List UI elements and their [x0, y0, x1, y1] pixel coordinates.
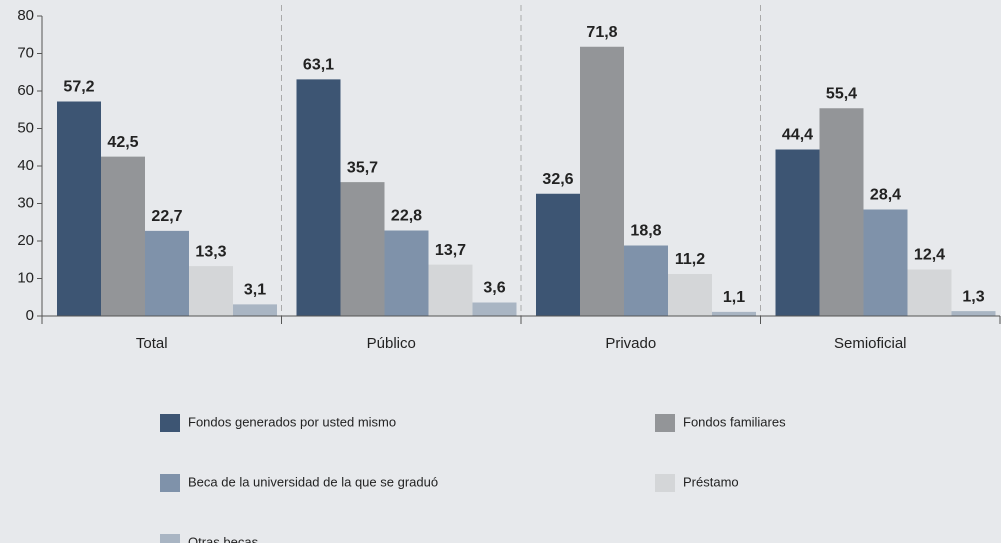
- value-label: 44,4: [782, 127, 813, 144]
- legend-label: Fondos generados por usted mismo: [188, 414, 396, 429]
- value-label: 18,8: [630, 223, 661, 240]
- x-tick-label: Total: [136, 335, 168, 352]
- y-tick-label: 10: [17, 269, 34, 286]
- bar: [472, 302, 517, 316]
- bar: [712, 311, 756, 316]
- y-tick-label: 30: [17, 194, 34, 211]
- bar: [907, 269, 952, 316]
- bar: [57, 101, 101, 316]
- value-label: 63,1: [303, 57, 334, 74]
- value-label: 28,4: [870, 187, 901, 204]
- bar: [775, 149, 820, 316]
- bar: [189, 266, 233, 316]
- value-label: 42,5: [107, 134, 138, 151]
- x-tick-label: Privado: [605, 335, 656, 352]
- legend-swatch: [160, 534, 180, 543]
- x-tick-label: Público: [367, 335, 416, 352]
- bar: [384, 230, 429, 316]
- bar: [145, 230, 189, 316]
- value-label: 1,1: [723, 289, 745, 306]
- legend-label: Fondos familiares: [683, 414, 786, 429]
- legend-label: Préstamo: [683, 474, 739, 489]
- bar: [536, 193, 580, 316]
- value-label: 22,7: [151, 208, 182, 225]
- bar: [340, 182, 385, 316]
- legend-label: Beca de la universidad de la que se grad…: [188, 474, 438, 489]
- y-tick-label: 80: [17, 7, 34, 24]
- y-tick-label: 50: [17, 119, 34, 136]
- bar: [863, 209, 908, 316]
- bar: [101, 156, 145, 316]
- value-label: 71,8: [586, 24, 617, 41]
- y-tick-label: 40: [17, 157, 34, 174]
- legend-swatch: [160, 414, 180, 432]
- bar: [668, 274, 712, 316]
- bar: [233, 304, 277, 316]
- legend-swatch: [655, 474, 675, 492]
- value-label: 57,2: [63, 79, 94, 96]
- x-tick-label: Semioficial: [834, 335, 907, 352]
- y-tick-label: 60: [17, 82, 34, 99]
- value-label: 13,7: [435, 242, 466, 259]
- legend-label: Otras becas: [188, 534, 259, 543]
- legend-swatch: [160, 474, 180, 492]
- bar: [428, 264, 473, 316]
- y-tick-label: 0: [26, 307, 34, 324]
- bar: [296, 79, 341, 316]
- value-label: 12,4: [914, 247, 945, 264]
- value-label: 3,6: [483, 280, 505, 297]
- value-label: 1,3: [962, 288, 984, 305]
- y-tick-label: 20: [17, 232, 34, 249]
- value-label: 55,4: [826, 85, 857, 102]
- value-label: 32,6: [542, 171, 573, 188]
- y-tick-label: 70: [17, 44, 34, 61]
- value-label: 3,1: [244, 282, 266, 299]
- value-label: 13,3: [195, 243, 226, 260]
- bar: [624, 245, 668, 316]
- bar: [819, 108, 864, 316]
- bar: [951, 311, 996, 316]
- bar: [580, 46, 624, 316]
- value-label: 35,7: [347, 159, 378, 176]
- value-label: 22,8: [391, 208, 422, 225]
- value-label: 11,2: [675, 251, 705, 268]
- legend-swatch: [655, 414, 675, 432]
